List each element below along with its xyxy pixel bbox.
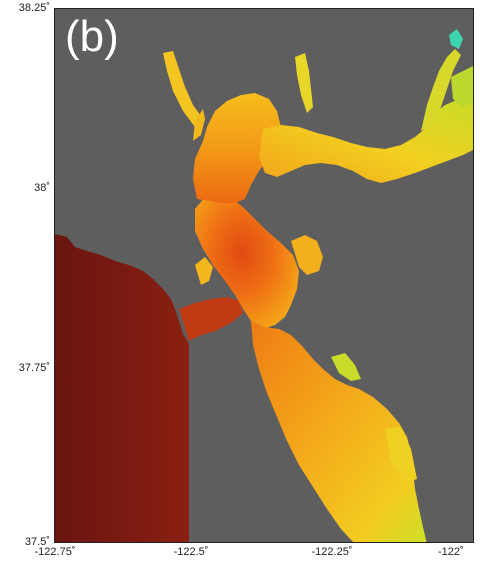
delta-green-patch	[451, 66, 473, 107]
map-panel: (b)	[54, 8, 474, 543]
x-tick-label: -122.75˚	[34, 546, 76, 558]
south-bay	[251, 321, 427, 542]
napa-river	[163, 51, 203, 127]
delta-cyan-patch	[449, 29, 463, 49]
carquinez-strait	[259, 95, 473, 183]
y-tick-label: 37.5˚	[24, 536, 50, 548]
x-tick-label: -122˚	[438, 546, 464, 558]
central-bay	[195, 191, 299, 329]
x-tick-label: -122.5˚	[173, 546, 209, 558]
south-bay-tip	[385, 427, 417, 483]
salinity-map	[55, 9, 473, 542]
richmond-inlet	[291, 235, 323, 275]
san-pablo-bay	[193, 93, 281, 203]
y-tick-label: 37.75˚	[18, 362, 50, 374]
y-tick-label: 38.25˚	[18, 2, 50, 14]
y-tick-label: 38˚	[34, 182, 50, 194]
x-tick-label: -122.25˚	[311, 546, 353, 558]
panel-label: (b)	[65, 12, 119, 61]
south-bay-east-fringe	[331, 353, 361, 381]
sonoma-creek	[295, 53, 313, 113]
marin-fringe	[195, 257, 213, 285]
golden-gate-channel	[179, 297, 243, 341]
pacific-ocean	[55, 234, 189, 542]
petaluma-river	[193, 109, 205, 141]
northeast-slough	[421, 49, 461, 131]
